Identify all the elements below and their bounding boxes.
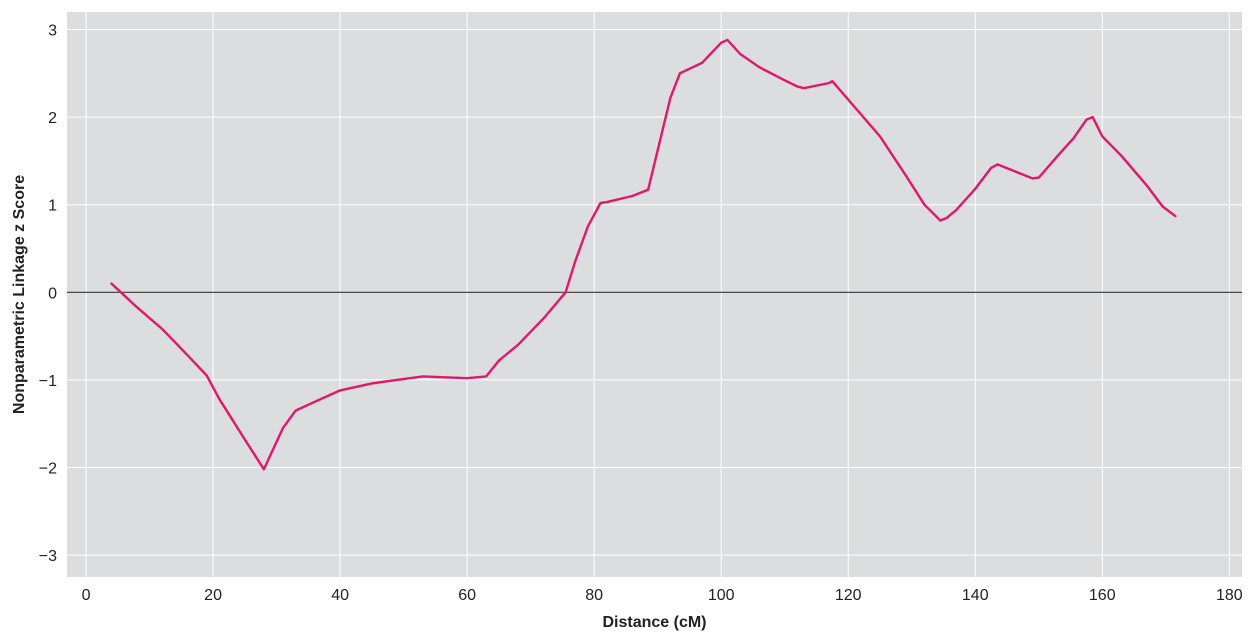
y-axis-title: Nonparametric Linkage z Score (11, 175, 28, 414)
x-tick-label: 180 (1216, 587, 1243, 604)
y-tick-label: −1 (39, 373, 57, 390)
x-tick-label: 80 (585, 587, 603, 604)
y-tick-labels: 3 2 1 0 −1 −2 −3 (39, 23, 57, 566)
y-tick-label: 2 (48, 110, 57, 127)
y-tick-label: −2 (39, 461, 57, 478)
x-gridlines (85, 12, 1230, 577)
x-tick-labels: 0 20 40 60 80 100 120 140 160 180 (82, 587, 1243, 604)
x-tick-label: 60 (458, 587, 476, 604)
x-tick-label: 140 (962, 587, 989, 604)
series-line (110, 38, 1177, 471)
x-tick-label: 160 (1089, 587, 1116, 604)
series-layer (110, 38, 1177, 471)
y-tick-label: 1 (48, 198, 57, 215)
x-tick-label: 100 (708, 587, 735, 604)
plot-background (67, 12, 1242, 577)
x-tick-label: 40 (331, 587, 349, 604)
y-tick-label: −3 (39, 548, 57, 565)
x-tick-label: 20 (204, 587, 222, 604)
y-tick-label: 3 (48, 23, 57, 40)
x-tick-label: 0 (82, 587, 91, 604)
x-tick-label: 120 (835, 587, 862, 604)
x-axis-title: Distance (cM) (602, 614, 706, 631)
y-tick-label: 0 (48, 285, 57, 302)
